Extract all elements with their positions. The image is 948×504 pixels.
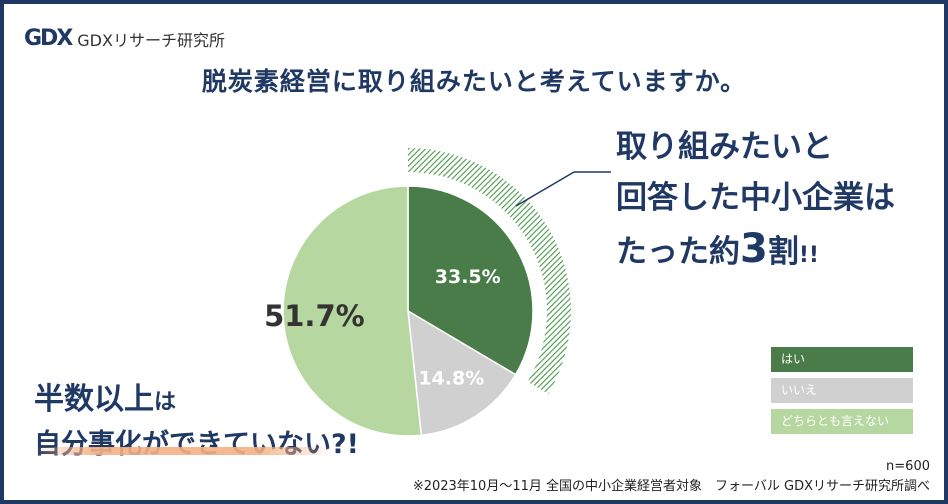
slide-frame: GDX GDXリサーチ研究所 脱炭素経営に取り組みたいと考えていますか。 33.… xyxy=(4,4,944,500)
gdx-logo-icon: GDX xyxy=(24,26,73,51)
pie-slice-2 xyxy=(407,309,517,437)
callout-line-1: 取り組みたいと xyxy=(616,129,833,165)
brand-logo: GDX GDXリサーチ研究所 xyxy=(24,26,225,51)
chart-legend: はいいいえどちらとも言えない xyxy=(771,347,913,440)
callout-number: 3 xyxy=(740,226,768,272)
callout-line-2: 回答した中小企業は xyxy=(616,180,895,216)
legend-item-2: いいえ xyxy=(771,378,913,403)
callout-text: 取り組みたいと 回答した中小企業は たった約3割!! xyxy=(616,122,944,281)
pie-slice-3 xyxy=(282,185,423,437)
pie-slice-1 xyxy=(407,185,534,376)
side-note-particle: は xyxy=(154,390,177,415)
slice-label-3: 51.7% xyxy=(264,299,365,333)
legend-item-1: はい xyxy=(771,347,913,372)
sample-size: n=600 xyxy=(886,459,930,474)
brand-name: GDXリサーチ研究所 xyxy=(77,30,225,50)
callout-connector-line xyxy=(515,171,575,207)
pie-chart: 33.5% 14.8% 51.7% xyxy=(264,148,611,437)
slice-label-2: 14.8% xyxy=(418,367,484,389)
side-note-line-1: 半数以上は xyxy=(34,379,374,424)
callout-line-3-pre: たった約 xyxy=(616,234,740,270)
survey-question: 脱炭素経営に取り組みたいと考えていますか。 xyxy=(201,67,747,96)
legend-item-3: どちらとも言えない xyxy=(771,409,913,434)
callout-line-3: たった約3割!! xyxy=(616,224,944,281)
highlight-arc xyxy=(408,148,571,394)
side-note-main: 半数以上 xyxy=(34,382,154,417)
side-note-underline xyxy=(34,447,334,455)
slice-label-1: 33.5% xyxy=(435,266,501,288)
side-note-line-2: 自分事化ができていない?! xyxy=(34,429,359,460)
side-note: 半数以上は 自分事化ができていない?! xyxy=(34,379,374,466)
callout-exclamation: !! xyxy=(798,243,819,268)
callout-line-3-post: 割 xyxy=(767,234,799,270)
source-note: ※2023年10月～11月 全国の中小企業経営者対象 フォーバル GDXリサーチ… xyxy=(412,479,930,494)
